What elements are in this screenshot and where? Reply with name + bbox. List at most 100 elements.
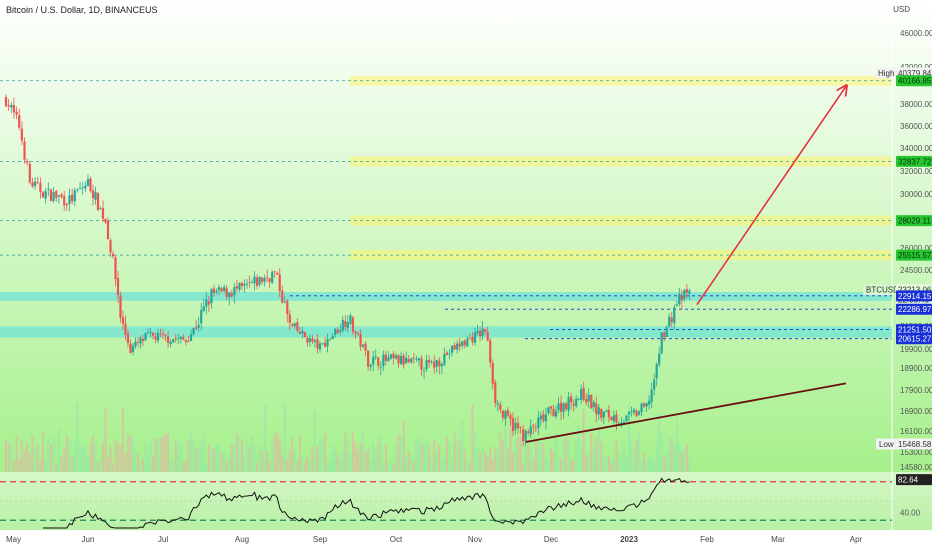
volume-bar [147,453,149,472]
volume-bar [499,432,502,472]
volume-bar [321,439,324,472]
volume-bar [590,432,593,472]
candle-body [450,345,454,353]
candle-body [374,356,377,358]
volume-bar [281,454,284,472]
volume-bar [395,443,397,472]
volume-bar [349,452,352,472]
resistance-price-label: 32837.72 [898,157,932,166]
volume-bar [241,439,243,472]
candle-body [627,412,631,415]
candle-body [308,338,312,342]
volume-bar [39,460,42,472]
volume-bar [476,448,479,472]
volume-bar [109,446,112,472]
candle-body [675,304,678,306]
candle-body [96,192,100,211]
candle-body [494,382,497,403]
volume-bar [142,458,144,472]
volume-bar [351,432,354,472]
volume-bar [87,454,89,472]
volume-bar [326,462,329,472]
candle-body [544,414,548,422]
volume-bar [10,441,13,472]
candle-body [471,337,474,343]
candle-body [31,182,34,187]
support-price-label: 22914.15 [898,292,932,301]
volume-bar [374,452,377,472]
candle-body [248,282,251,283]
volume-bar [675,417,678,472]
volume-bar [532,460,535,472]
volume-bar [585,453,588,472]
volume-bar [243,454,246,472]
candle-body [359,333,362,347]
candle-body [537,417,540,429]
price-tick-label: 15300.00 [900,448,932,457]
time-tick-label: Sep [313,535,328,544]
volume-bar [26,442,29,472]
volume-bar [197,448,200,472]
candle-body [570,396,573,403]
candle-body [605,410,608,412]
candle-body [602,411,605,418]
candle-body [575,398,578,407]
candle-body [364,343,367,351]
volume-bar [301,455,304,472]
volume-bar [316,445,319,472]
volume-bar [15,434,18,472]
drawings-layer[interactable] [525,86,846,443]
candle-body [149,331,152,333]
candle-body [271,272,274,283]
candle-body [273,271,276,273]
volume-bar [73,440,76,472]
candle-body [245,283,249,285]
candle-body [202,306,205,311]
volume-bar [233,442,236,472]
candle-body [361,344,365,347]
volume-bar [565,434,568,472]
volume-bar [479,452,482,472]
volume-bar [542,443,545,472]
candle-body [57,195,61,197]
candle-body [382,354,385,367]
volume-bar [633,452,636,472]
volume-bar [89,442,92,472]
volume-bar [456,442,459,472]
candle-body [151,332,155,336]
volume-bar [167,433,170,472]
volume-bar [491,460,494,472]
candle-body [665,327,668,338]
candle-body [549,406,553,409]
candle-body [339,330,342,332]
candle-body [4,96,8,106]
volume-bar [132,436,134,472]
support-price-label-box [896,324,932,336]
candle-body [197,324,200,328]
candle-body [124,323,127,335]
volume-bar [12,460,15,472]
volume-bar [18,459,21,472]
volume-bar [555,433,558,472]
volume-bar [76,402,79,472]
candle-body [253,276,256,284]
volume-bar [607,455,610,472]
support-price-label: 21251.50 [898,326,932,335]
rsi-value-label: 82.64 [898,476,919,485]
candle-body [564,403,568,410]
volume-bar [49,444,52,472]
volume-bar [524,443,527,472]
candle-body [412,357,415,359]
time-tick-label: May [6,535,21,544]
volume-bar [364,452,367,472]
volume-bar [164,433,167,472]
candle-body [334,328,337,336]
volume-bar [384,443,387,472]
candle-body [463,340,466,346]
volume-bar [407,451,410,472]
candle-body [136,342,140,343]
volume-bar [84,446,87,472]
candle-body [121,317,125,324]
time-tick-label: Oct [390,535,403,544]
